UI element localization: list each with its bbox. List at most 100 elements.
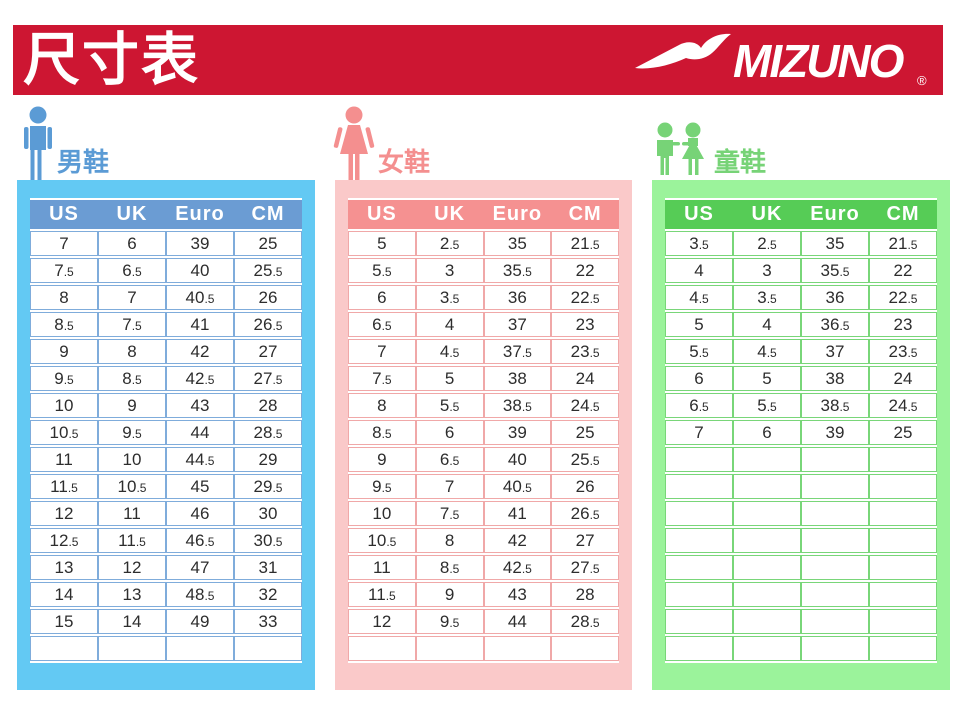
size-cell: 44 <box>483 609 552 634</box>
size-cell: 13 <box>98 582 166 607</box>
brand-wordmark: MIZUNO <box>733 35 905 87</box>
empty-cell <box>665 501 733 526</box>
size-cell: 11 <box>30 447 98 472</box>
empty-cell <box>869 501 937 526</box>
empty-row <box>665 474 937 499</box>
size-row: 8 7 40.5 26 <box>30 285 302 310</box>
size-row: 11.5 9 43 28 <box>348 582 619 607</box>
size-row: 6 5 38 24 <box>665 366 937 391</box>
empty-row <box>665 528 937 553</box>
size-row: 7 4.5 37.5 23.5 <box>348 339 619 364</box>
registered-mark: ® <box>917 73 927 88</box>
title-banner: 尺寸表 MIZUNO ® <box>13 25 943 95</box>
size-cell: 6 <box>415 420 484 445</box>
size-cell: 26.5 <box>234 312 302 337</box>
size-cell: 3.5 <box>733 285 801 310</box>
column-header: CM <box>869 200 937 229</box>
size-cell: 6.5 <box>98 258 166 283</box>
empty-cell <box>665 609 733 634</box>
size-cell: 10 <box>30 393 98 418</box>
column-header: CM <box>234 200 302 229</box>
size-cell: 43 <box>483 582 552 607</box>
size-cell: 7.5 <box>98 312 166 337</box>
size-cell: 6.5 <box>665 393 733 418</box>
size-cell: 6 <box>733 420 801 445</box>
childrens-size-panel: US UK Euro CM 3.5 2.5 35 21.5 4 3 35.5 22 4.5 3.5 36 22… <box>652 180 950 690</box>
size-cell: 35 <box>483 231 552 256</box>
empty-row <box>665 501 937 526</box>
size-cell: 35 <box>801 231 869 256</box>
size-cell: 11.5 <box>30 474 98 499</box>
empty-cell <box>869 609 937 634</box>
empty-cell <box>801 636 869 661</box>
size-cell: 27 <box>234 339 302 364</box>
size-row: 9.5 8.5 42.5 27.5 <box>30 366 302 391</box>
size-cell: 23.5 <box>869 339 937 364</box>
empty-cell <box>733 609 801 634</box>
size-cell: 33 <box>234 609 302 634</box>
size-cell: 23 <box>869 312 937 337</box>
empty-cell <box>733 582 801 607</box>
size-cell: 9 <box>30 339 98 364</box>
size-cell: 11 <box>98 501 166 526</box>
size-cell: 11.5 <box>98 528 166 553</box>
size-cell: 42 <box>483 528 552 553</box>
empty-row <box>665 609 937 634</box>
empty-row <box>665 447 937 472</box>
size-cell: 3.5 <box>415 285 484 310</box>
size-cell: 10 <box>348 501 416 526</box>
man-icon <box>20 106 56 183</box>
size-row: 7 6 39 25 <box>665 420 937 445</box>
size-cell: 14 <box>30 582 98 607</box>
empty-row <box>665 636 937 661</box>
size-cell: 10.5 <box>30 420 98 445</box>
empty-cell <box>483 636 552 661</box>
size-cell: 13 <box>30 555 98 580</box>
womens-section: 女鞋 US UK Euro CM 5 2.5 35 21.5 5.5 3 35.5 22 6 3.5 36 2… <box>333 105 632 690</box>
size-cell: 40.5 <box>166 285 234 310</box>
childrens-size-table: US UK Euro CM 3.5 2.5 35 21.5 4 3 35.5 22 4.5 3.5 36 22… <box>665 198 937 663</box>
size-cell: 2.5 <box>415 231 484 256</box>
size-cell: 3.5 <box>665 231 733 256</box>
size-row: 13 12 47 31 <box>30 555 302 580</box>
size-cell: 46.5 <box>166 528 234 553</box>
size-row: 12.5 11.5 46.5 30.5 <box>30 528 302 553</box>
size-cell: 41 <box>483 501 552 526</box>
size-cell: 43 <box>166 393 234 418</box>
empty-cell <box>733 447 801 472</box>
column-header: Euro <box>166 200 234 229</box>
size-cell: 42.5 <box>166 366 234 391</box>
size-row: 7.5 6.5 40 25.5 <box>30 258 302 283</box>
size-row: 10 7.5 41 26.5 <box>348 501 619 526</box>
size-cell: 38.5 <box>801 393 869 418</box>
size-cell: 48.5 <box>166 582 234 607</box>
size-cell: 9 <box>348 447 416 472</box>
size-cell: 9.5 <box>98 420 166 445</box>
size-cell: 7.5 <box>30 258 98 283</box>
size-cell: 12.5 <box>30 528 98 553</box>
size-cell: 8 <box>30 285 98 310</box>
size-cell: 27.5 <box>234 366 302 391</box>
size-cell: 4 <box>415 312 484 337</box>
empty-cell <box>166 636 234 661</box>
size-cell: 4 <box>665 258 733 283</box>
empty-cell <box>869 474 937 499</box>
size-row: 5.5 3 35.5 22 <box>348 258 619 283</box>
size-row: 3.5 2.5 35 21.5 <box>665 231 937 256</box>
size-cell: 15 <box>30 609 98 634</box>
empty-cell <box>801 582 869 607</box>
size-cell: 3 <box>415 258 484 283</box>
empty-cell <box>801 528 869 553</box>
size-cell: 38.5 <box>483 393 552 418</box>
column-header-row: US UK Euro CM <box>30 200 302 229</box>
size-row: 5.5 4.5 37 23.5 <box>665 339 937 364</box>
size-cell: 8.5 <box>415 555 484 580</box>
size-cell: 4.5 <box>665 285 733 310</box>
column-header: Euro <box>483 200 552 229</box>
empty-cell <box>869 528 937 553</box>
empty-cell <box>869 582 937 607</box>
size-row: 7.5 5 38 24 <box>348 366 619 391</box>
column-header: UK <box>98 200 166 229</box>
size-cell: 36 <box>483 285 552 310</box>
size-row: 12 11 46 30 <box>30 501 302 526</box>
